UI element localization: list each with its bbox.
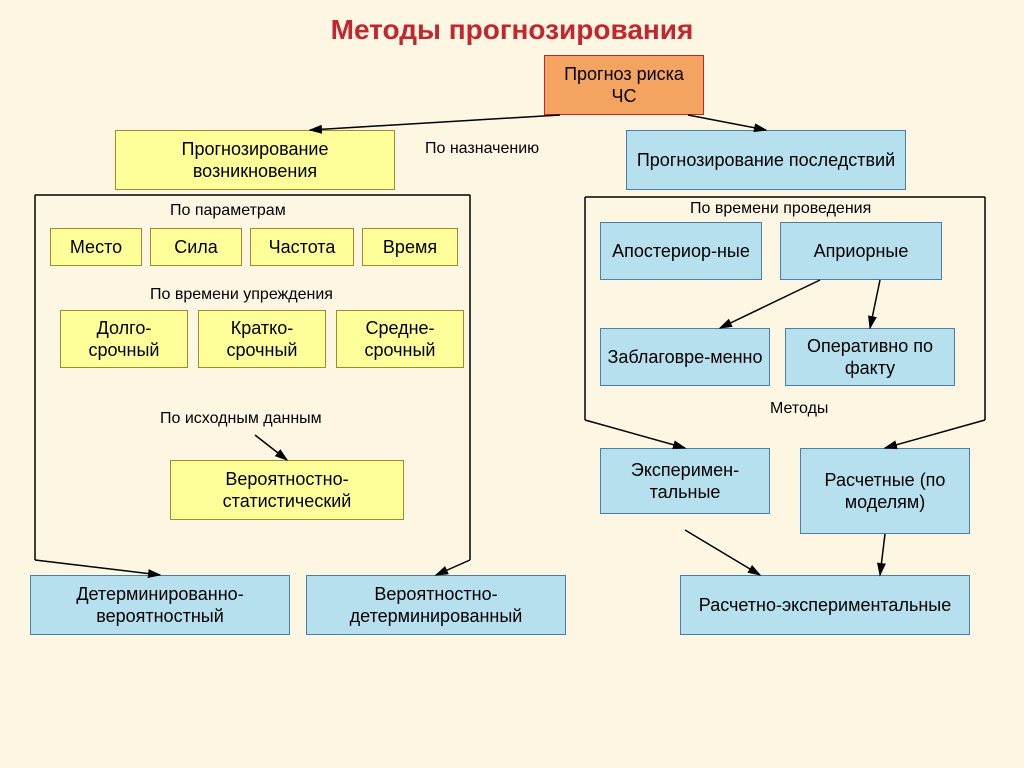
box-r_m2-label: Расчетные (по моделям) bbox=[807, 469, 963, 514]
box-r_m2: Расчетные (по моделям) bbox=[800, 448, 970, 534]
label-lbl_naz: По назначению bbox=[425, 140, 539, 158]
box-r_s1-label: Заблаговре-менно bbox=[608, 346, 763, 369]
label-lbl_metody: Методы bbox=[770, 400, 828, 418]
box-r_s2: Оперативно по факту bbox=[785, 328, 955, 386]
box-root-label: Прогноз риска ЧС bbox=[551, 63, 697, 108]
box-r_main: Прогнозирование последствий bbox=[626, 130, 906, 190]
box-r_m3: Расчетно-экспериментальные bbox=[680, 575, 970, 635]
label-lbl_param: По параметрам bbox=[170, 202, 286, 220]
box-r_t1: Апостериор-ные bbox=[600, 222, 762, 280]
box-r_s2-label: Оперативно по факту bbox=[792, 335, 948, 380]
main-title: Методы прогнозирования bbox=[0, 14, 1024, 46]
box-l_d3-label: Вероятностно-детерминированный bbox=[313, 583, 559, 628]
box-l_p3-label: Частота bbox=[269, 236, 336, 259]
box-l_t1: Долго-срочный bbox=[60, 310, 188, 368]
box-l_d2-label: Детерминированно-вероятностный bbox=[37, 583, 283, 628]
box-l_main: Прогнозирование возникновения bbox=[115, 130, 395, 190]
box-l_main-label: Прогнозирование возникновения bbox=[122, 138, 388, 183]
box-l_t2: Кратко-срочный bbox=[198, 310, 326, 368]
box-l_d1-label: Вероятностно-статистический bbox=[177, 468, 397, 513]
box-l_p2-label: Сила bbox=[174, 236, 218, 259]
box-l_p4: Время bbox=[362, 228, 458, 266]
box-l_p3: Частота bbox=[250, 228, 354, 266]
box-r_m1-label: Эксперимен-тальные bbox=[607, 459, 763, 504]
box-r_t2: Априорные bbox=[780, 222, 942, 280]
box-r_m1: Эксперимен-тальные bbox=[600, 448, 770, 514]
box-l_p1: Место bbox=[50, 228, 142, 266]
label-lbl_ishod: По исходным данным bbox=[160, 410, 322, 428]
box-l_t2-label: Кратко-срочный bbox=[205, 317, 319, 362]
box-l_d1: Вероятностно-статистический bbox=[170, 460, 404, 520]
box-l_p1-label: Место bbox=[70, 236, 122, 259]
box-r_t1-label: Апостериор-ные bbox=[612, 240, 750, 263]
label-lbl_uprezh: По времени упреждения bbox=[150, 286, 333, 304]
box-r_main-label: Прогнозирование последствий bbox=[637, 149, 895, 172]
box-r_t2-label: Априорные bbox=[814, 240, 909, 263]
box-l_d2: Детерминированно-вероятностный bbox=[30, 575, 290, 635]
box-l_t3: Средне-срочный bbox=[336, 310, 464, 368]
box-l_p2: Сила bbox=[150, 228, 242, 266]
box-l_d3: Вероятностно-детерминированный bbox=[306, 575, 566, 635]
label-lbl_vremya: По времени проведения bbox=[690, 200, 871, 218]
box-root: Прогноз риска ЧС bbox=[544, 55, 704, 115]
box-l_t3-label: Средне-срочный bbox=[343, 317, 457, 362]
box-l_p4-label: Время bbox=[383, 236, 437, 259]
box-r_m3-label: Расчетно-экспериментальные bbox=[699, 594, 951, 617]
box-r_s1: Заблаговре-менно bbox=[600, 328, 770, 386]
box-l_t1-label: Долго-срочный bbox=[67, 317, 181, 362]
